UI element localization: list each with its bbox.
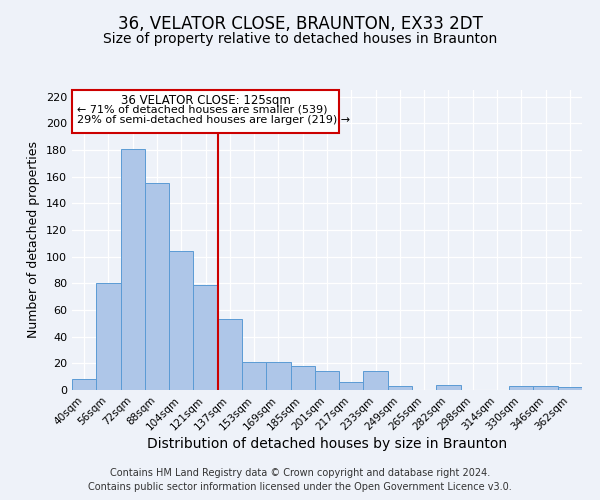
Bar [509,386,533,390]
FancyBboxPatch shape [72,90,339,132]
Bar [145,184,169,390]
Bar [266,362,290,390]
X-axis label: Distribution of detached houses by size in Braunton: Distribution of detached houses by size … [147,438,507,452]
Bar [339,382,364,390]
Text: 36, VELATOR CLOSE, BRAUNTON, EX33 2DT: 36, VELATOR CLOSE, BRAUNTON, EX33 2DT [118,15,482,33]
Bar [193,284,218,390]
Bar [533,386,558,390]
Bar [290,366,315,390]
Text: 29% of semi-detached houses are larger (219) →: 29% of semi-detached houses are larger (… [77,116,350,126]
Bar [436,384,461,390]
Text: ← 71% of detached houses are smaller (539): ← 71% of detached houses are smaller (53… [77,104,328,115]
Bar [388,386,412,390]
Bar [169,252,193,390]
Bar [558,388,582,390]
Bar [218,320,242,390]
Text: Contains public sector information licensed under the Open Government Licence v3: Contains public sector information licen… [88,482,512,492]
Text: 36 VELATOR CLOSE: 125sqm: 36 VELATOR CLOSE: 125sqm [121,94,290,107]
Bar [364,372,388,390]
Text: Size of property relative to detached houses in Braunton: Size of property relative to detached ho… [103,32,497,46]
Bar [242,362,266,390]
Bar [96,284,121,390]
Text: Contains HM Land Registry data © Crown copyright and database right 2024.: Contains HM Land Registry data © Crown c… [110,468,490,477]
Y-axis label: Number of detached properties: Number of detached properties [28,142,40,338]
Bar [121,148,145,390]
Bar [315,372,339,390]
Bar [72,380,96,390]
